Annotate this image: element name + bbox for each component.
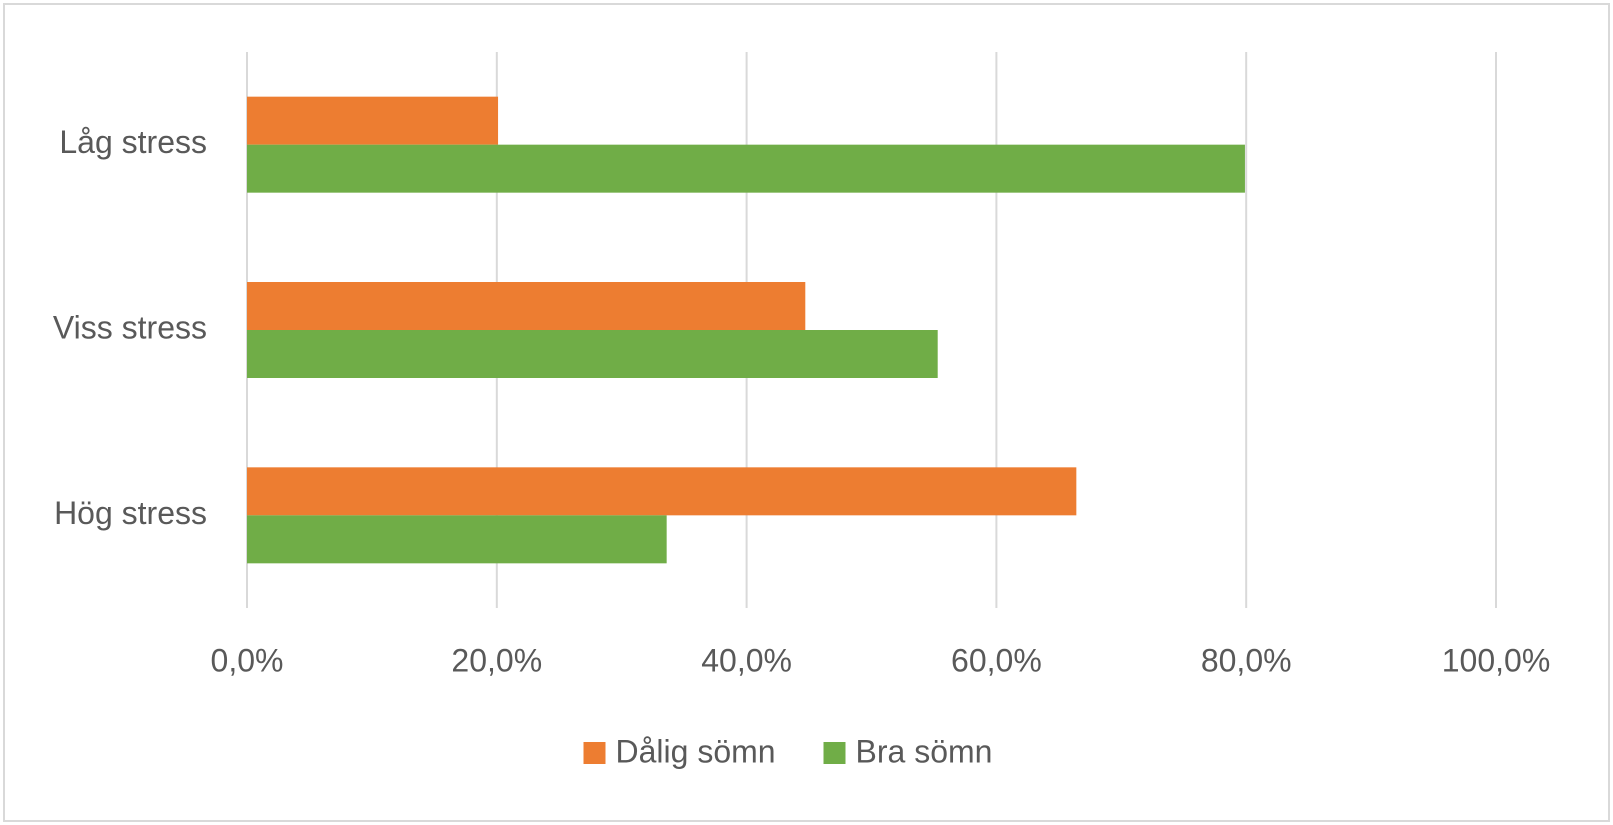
bar	[247, 144, 1245, 193]
bar	[247, 330, 938, 378]
legend-swatch	[583, 742, 606, 764]
y-tick-label: Hög stress	[54, 495, 207, 531]
legend-swatch	[823, 742, 846, 764]
x-tick-label: 80,0%	[1201, 642, 1292, 678]
legend-label: Bra sömn	[856, 733, 993, 769]
y-tick-label: Låg stress	[59, 124, 207, 160]
x-tick-label: 100,0%	[1442, 642, 1551, 678]
bar	[247, 96, 499, 145]
bar	[247, 467, 1077, 516]
bar	[247, 515, 667, 564]
x-tick-label: 60,0%	[951, 642, 1042, 678]
bar	[247, 282, 806, 330]
x-tick-label: 20,0%	[451, 642, 542, 678]
x-tick-label: 0,0%	[211, 642, 284, 678]
x-tick-label: 40,0%	[701, 642, 792, 678]
legend-label: Dålig sömn	[616, 733, 776, 769]
chart-border	[3, 3, 1610, 822]
y-tick-label: Viss stress	[53, 309, 207, 345]
